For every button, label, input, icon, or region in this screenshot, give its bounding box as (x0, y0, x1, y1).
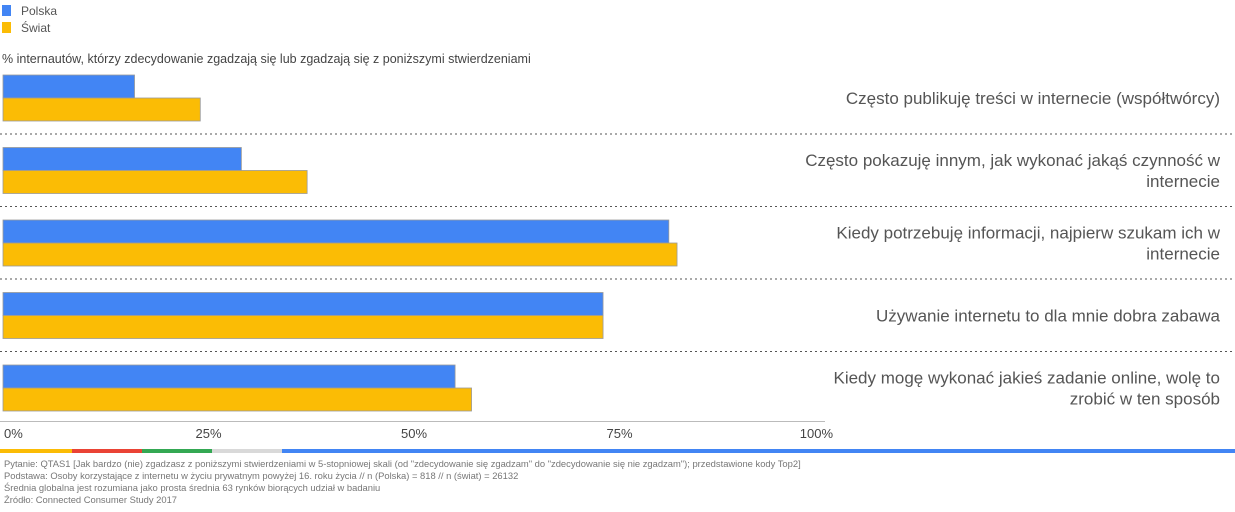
x-tick-label-1: 25% (195, 426, 221, 441)
category-label-2-0: Kiedy potrzebuję informacji, najpierw sz… (836, 224, 1220, 243)
category-label-1-1: internecie (1146, 172, 1220, 191)
footer-average: Średnia globalna jest rozumiana jako pro… (4, 482, 381, 493)
legend-label-swiat: Świat (21, 20, 51, 35)
bar-swiat-2 (2, 242, 678, 267)
bar-polska-2 (2, 219, 670, 244)
bar-polska-1 (2, 147, 242, 171)
bar-swiat-4 (2, 387, 472, 412)
legend-swatch-polska (2, 5, 11, 16)
x-tick-label-4: 100% (800, 426, 834, 441)
bar-polska-4 (2, 364, 456, 389)
accent-strip-segment-1 (72, 449, 142, 453)
bar-chart: Często publikuję treści w internecie (ws… (0, 74, 1235, 453)
x-tick-label-2: 50% (401, 426, 427, 441)
bar-swiat-1 (2, 170, 308, 194)
category-label-4-0: Kiedy mogę wykonać jakieś zadanie online… (833, 369, 1220, 388)
bar-polska-0 (2, 74, 135, 99)
footer-notes: Pytanie: QTAS1 [Jak bardzo (nie) zgadzas… (4, 458, 801, 506)
legend-item-polska: Polska (2, 2, 57, 19)
category-label-4-1: zrobić w ten sposób (1070, 390, 1220, 409)
chart-subtitle: % internautów, którzy zdecydowanie zgadz… (2, 52, 531, 66)
category-label-3-0: Używanie internetu to dla mnie dobra zab… (876, 307, 1221, 326)
x-tick-label-3: 75% (606, 426, 632, 441)
accent-strip-segment-4 (282, 449, 1235, 453)
legend-item-swiat: Świat (2, 19, 57, 36)
legend-swatch-swiat (2, 22, 11, 33)
category-label-2-1: internecie (1146, 245, 1220, 264)
bar-swiat-3 (2, 315, 604, 339)
accent-strip-segment-2 (142, 449, 212, 453)
legend: Polska Świat (2, 2, 57, 36)
footer-question: Pytanie: QTAS1 [Jak bardzo (nie) zgadzas… (4, 458, 801, 469)
footer-source: Źródło: Connected Consumer Study 2017 (4, 494, 178, 505)
bar-polska-3 (2, 292, 604, 316)
category-label-0-0: Często publikuję treści w internecie (ws… (846, 89, 1220, 108)
legend-label-polska: Polska (21, 3, 58, 18)
accent-strip-segment-3 (212, 449, 282, 453)
accent-strip-segment-0 (0, 449, 72, 453)
category-label-1-0: Często pokazuję innym, jak wykonać jakąś… (805, 151, 1221, 170)
footer-base: Podstawa: Osoby korzystające z internetu… (4, 470, 519, 481)
bar-swiat-0 (2, 97, 201, 122)
x-tick-label-0: 0% (4, 426, 23, 441)
